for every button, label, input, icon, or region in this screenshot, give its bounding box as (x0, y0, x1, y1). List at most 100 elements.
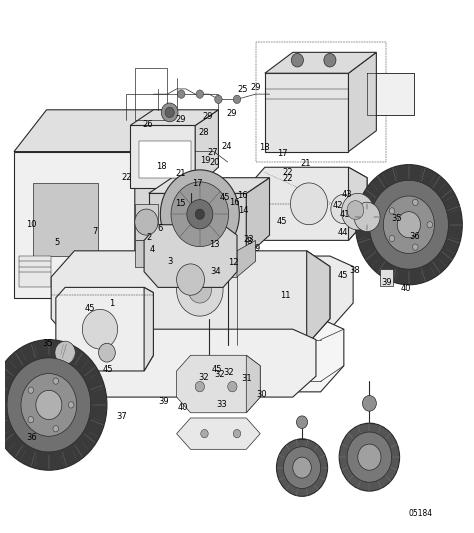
Circle shape (21, 374, 77, 436)
Text: 14: 14 (238, 206, 248, 215)
Text: 32: 32 (224, 368, 235, 376)
Circle shape (292, 53, 303, 67)
Circle shape (28, 387, 34, 393)
Circle shape (383, 196, 434, 254)
Circle shape (135, 209, 158, 235)
Polygon shape (135, 204, 158, 240)
Polygon shape (33, 183, 98, 256)
Text: 27: 27 (208, 148, 218, 157)
Text: 23: 23 (243, 235, 254, 244)
Polygon shape (79, 319, 344, 392)
Circle shape (347, 432, 392, 482)
Text: 18: 18 (156, 161, 166, 171)
Polygon shape (144, 225, 237, 287)
Text: 5: 5 (54, 238, 59, 247)
Text: 8: 8 (247, 237, 252, 246)
Text: 40: 40 (177, 403, 188, 412)
Text: 33: 33 (217, 400, 228, 409)
Polygon shape (149, 177, 270, 193)
Circle shape (201, 430, 208, 438)
Text: 26: 26 (142, 120, 153, 129)
Circle shape (296, 416, 308, 429)
Polygon shape (380, 269, 393, 286)
Text: 16: 16 (229, 198, 240, 207)
Polygon shape (130, 110, 219, 125)
Polygon shape (135, 110, 167, 298)
Text: 32: 32 (198, 373, 209, 382)
Circle shape (341, 193, 374, 230)
Circle shape (161, 103, 178, 122)
Text: 17: 17 (277, 149, 288, 158)
Circle shape (178, 90, 185, 98)
Text: 28: 28 (198, 128, 209, 137)
Text: 35: 35 (43, 340, 53, 348)
Circle shape (389, 208, 395, 214)
Polygon shape (246, 177, 270, 256)
Text: 44: 44 (337, 228, 348, 237)
Circle shape (276, 439, 328, 496)
Text: 35: 35 (391, 214, 401, 223)
Circle shape (165, 107, 174, 118)
Circle shape (283, 447, 320, 488)
Polygon shape (139, 141, 191, 177)
Circle shape (412, 199, 418, 206)
Text: 18: 18 (259, 143, 269, 152)
Circle shape (160, 170, 239, 259)
Text: 30: 30 (256, 390, 267, 399)
Circle shape (177, 264, 223, 316)
Polygon shape (348, 52, 376, 151)
Polygon shape (265, 73, 348, 151)
Polygon shape (14, 110, 167, 151)
Polygon shape (65, 256, 353, 329)
Text: 1: 1 (109, 298, 114, 308)
Circle shape (233, 95, 241, 103)
Circle shape (347, 201, 364, 220)
Text: 10: 10 (27, 220, 37, 229)
Text: 22: 22 (122, 173, 132, 182)
Circle shape (412, 244, 418, 250)
Text: 21: 21 (301, 159, 311, 168)
Circle shape (68, 402, 74, 408)
Text: 29: 29 (175, 115, 186, 124)
Circle shape (356, 165, 462, 285)
Polygon shape (367, 73, 413, 115)
Circle shape (324, 53, 336, 67)
Text: 6: 6 (158, 224, 163, 233)
Polygon shape (246, 167, 367, 240)
Circle shape (82, 309, 118, 349)
Circle shape (369, 180, 448, 269)
Text: 45: 45 (212, 366, 222, 374)
Text: 12: 12 (228, 258, 239, 267)
Circle shape (363, 395, 376, 411)
Polygon shape (237, 240, 255, 277)
Text: 7: 7 (92, 227, 98, 236)
Text: 38: 38 (349, 266, 360, 275)
Circle shape (427, 222, 433, 228)
Text: 25: 25 (238, 85, 248, 94)
Polygon shape (158, 251, 237, 277)
Text: 3: 3 (167, 257, 173, 266)
Text: 2: 2 (146, 233, 151, 243)
Polygon shape (14, 151, 135, 298)
Text: 13: 13 (210, 239, 220, 248)
Circle shape (53, 378, 59, 384)
Circle shape (389, 236, 395, 241)
Polygon shape (130, 125, 195, 188)
Text: 45: 45 (102, 366, 113, 374)
Polygon shape (265, 52, 376, 73)
Polygon shape (177, 418, 260, 449)
Circle shape (291, 183, 328, 225)
Text: 15: 15 (175, 199, 186, 208)
Text: 45: 45 (219, 193, 230, 202)
Circle shape (397, 212, 420, 238)
Text: 45: 45 (277, 216, 287, 225)
Polygon shape (135, 240, 158, 266)
Circle shape (0, 340, 107, 470)
Circle shape (195, 382, 204, 392)
Text: 29: 29 (250, 83, 261, 92)
Circle shape (233, 430, 241, 438)
Circle shape (331, 195, 357, 224)
Text: 39: 39 (382, 278, 392, 287)
Text: 45: 45 (84, 304, 95, 313)
Text: 24: 24 (221, 142, 232, 151)
